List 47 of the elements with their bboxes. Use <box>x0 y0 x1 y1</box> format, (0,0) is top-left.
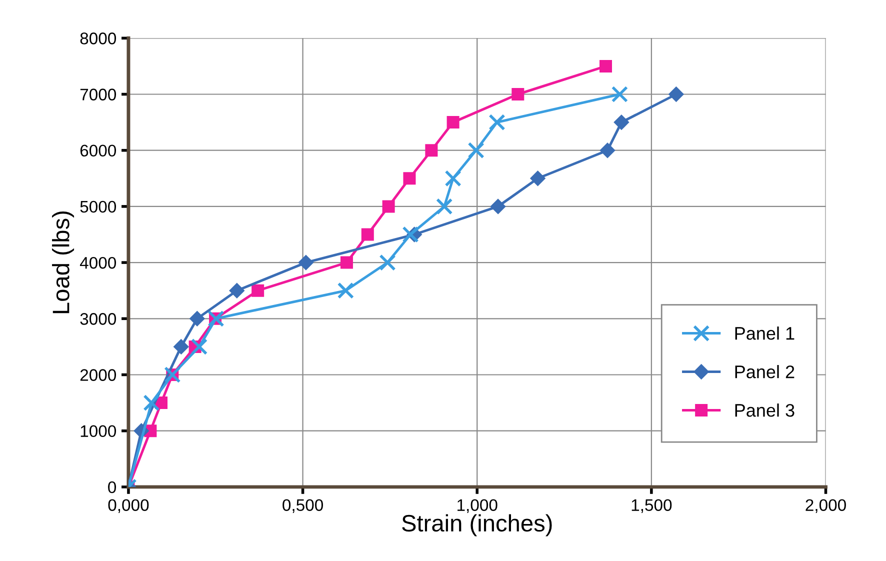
x-tick-label: 1,000 <box>458 499 498 513</box>
point <box>143 394 160 412</box>
point <box>402 226 419 243</box>
y-tick-label: 6000 <box>80 144 116 157</box>
x-tick-label: 0,000 <box>108 499 149 513</box>
point <box>174 339 189 354</box>
x-tick-label: 0,500 <box>282 499 323 513</box>
point <box>446 116 460 129</box>
point <box>425 144 438 157</box>
x-axis-title: Strain (inches) <box>402 514 552 536</box>
point <box>190 338 208 356</box>
point <box>379 254 396 271</box>
point <box>252 284 264 297</box>
point <box>611 86 628 103</box>
point <box>337 282 354 299</box>
y-tick-label: 8000 <box>80 32 116 44</box>
point <box>530 170 546 186</box>
x-tick-label: 2,000 <box>806 499 846 513</box>
point <box>668 86 684 102</box>
point <box>490 198 506 214</box>
y-tick-label: 2000 <box>80 369 116 381</box>
point <box>298 254 314 270</box>
point <box>436 198 453 215</box>
legend-label: Panel 1 <box>735 326 794 340</box>
point <box>340 256 353 269</box>
y-tick-label: 3000 <box>80 313 116 325</box>
y-tick-label: 5000 <box>80 200 116 213</box>
y-axis-title: Load (lbs) <box>52 212 74 314</box>
point <box>229 283 244 298</box>
point <box>600 142 616 158</box>
y-tick-label: 1000 <box>80 425 116 438</box>
y-tick-label: 0 <box>108 481 116 494</box>
point <box>403 172 416 185</box>
point <box>614 114 630 130</box>
legend-label: Panel 3 <box>735 404 794 417</box>
point <box>361 228 374 241</box>
point <box>488 114 506 131</box>
y-tick-label: 4000 <box>80 256 116 269</box>
point <box>444 170 462 187</box>
point <box>600 60 612 72</box>
y-tick-label: 7000 <box>80 88 116 100</box>
point <box>512 88 524 100</box>
point <box>190 311 205 326</box>
legend-label: Panel 2 <box>735 365 794 378</box>
point <box>382 200 395 213</box>
point <box>468 142 484 159</box>
x-tick-label: 1,500 <box>632 499 672 513</box>
